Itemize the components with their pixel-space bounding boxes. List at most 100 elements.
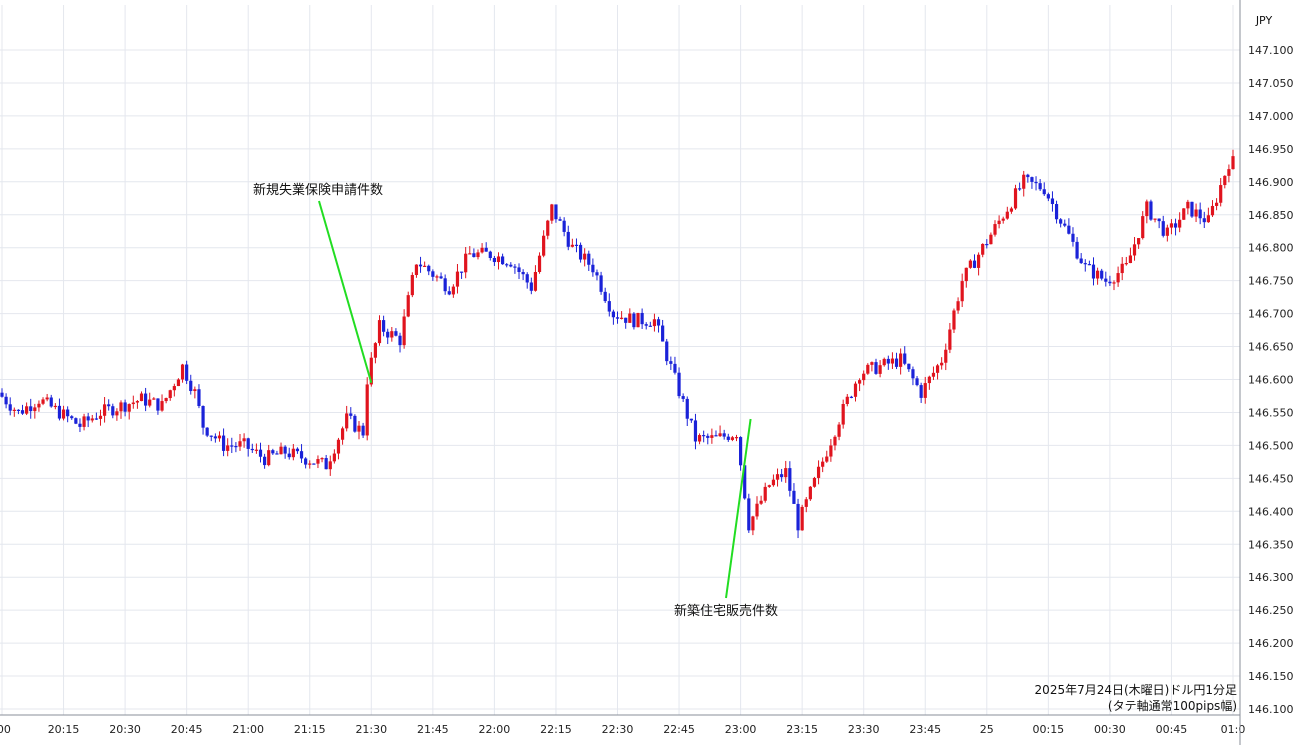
candle bbox=[566, 225, 570, 251]
candle-body bbox=[480, 247, 484, 253]
candle bbox=[1112, 280, 1116, 291]
candle bbox=[1198, 202, 1202, 225]
candle-body bbox=[1231, 156, 1235, 170]
candle-body bbox=[993, 224, 997, 235]
candle-body bbox=[435, 276, 439, 278]
candle-body bbox=[607, 301, 611, 312]
candle-body bbox=[33, 407, 37, 412]
candle bbox=[587, 250, 591, 272]
candle-body bbox=[648, 325, 652, 327]
candle bbox=[394, 328, 398, 337]
candle bbox=[283, 445, 287, 459]
candle-body bbox=[603, 291, 607, 302]
candle-body bbox=[525, 274, 529, 283]
candle bbox=[484, 242, 488, 252]
candle bbox=[780, 468, 784, 482]
candle-body bbox=[1013, 188, 1018, 209]
candle bbox=[615, 311, 620, 324]
candle bbox=[439, 272, 443, 280]
candle-body bbox=[587, 253, 591, 265]
candle-body bbox=[484, 247, 488, 252]
candle-body bbox=[578, 244, 583, 260]
candle bbox=[230, 437, 234, 454]
y-tick-label: 147.000 bbox=[1248, 110, 1294, 123]
candle bbox=[414, 264, 419, 278]
y-tick-label: 146.150 bbox=[1248, 670, 1294, 683]
candle bbox=[964, 267, 968, 288]
candle-body bbox=[718, 433, 722, 437]
candle-body bbox=[299, 451, 304, 459]
candle bbox=[550, 203, 554, 224]
candle bbox=[427, 264, 431, 276]
candle-body bbox=[402, 316, 406, 346]
candle-body bbox=[152, 398, 156, 400]
candle bbox=[45, 393, 49, 402]
candle bbox=[1206, 207, 1210, 223]
candle-body bbox=[464, 253, 468, 273]
y-tick-label: 146.100 bbox=[1248, 703, 1294, 716]
candle-body bbox=[940, 362, 944, 366]
candle-body bbox=[964, 267, 968, 282]
candle bbox=[829, 438, 833, 462]
candle bbox=[923, 376, 927, 404]
x-tick-label: 22:15 bbox=[540, 723, 572, 736]
candle-body bbox=[127, 404, 131, 412]
candle bbox=[324, 454, 328, 470]
y-tick-label: 147.050 bbox=[1248, 77, 1294, 90]
candle-body bbox=[755, 503, 759, 517]
candle-body bbox=[952, 310, 956, 330]
candle-body bbox=[148, 399, 152, 406]
candle bbox=[899, 348, 903, 375]
candle-body bbox=[1030, 177, 1034, 182]
candle-body bbox=[537, 255, 542, 272]
candle-body bbox=[209, 435, 213, 437]
candle-body bbox=[16, 409, 21, 411]
candle-body bbox=[800, 506, 804, 531]
candle bbox=[226, 438, 230, 457]
candle bbox=[845, 393, 849, 407]
candle bbox=[357, 421, 361, 440]
candle-body bbox=[49, 397, 53, 407]
candle bbox=[70, 415, 74, 420]
candle-body bbox=[972, 260, 977, 268]
candle-body bbox=[1001, 218, 1005, 221]
candle-body bbox=[386, 331, 390, 338]
candle bbox=[767, 484, 771, 488]
candle-body bbox=[673, 363, 677, 373]
candle bbox=[1091, 257, 1096, 286]
candle bbox=[435, 274, 439, 282]
y-tick-label: 147.100 bbox=[1248, 44, 1294, 57]
candle bbox=[775, 468, 780, 487]
x-tick-label: 22:30 bbox=[602, 723, 634, 736]
candle bbox=[1141, 211, 1145, 240]
candle-body bbox=[706, 435, 710, 438]
candle-body bbox=[349, 413, 353, 416]
candle bbox=[238, 434, 242, 451]
candle-body bbox=[1210, 205, 1215, 216]
candle-body bbox=[156, 398, 160, 411]
candle-body bbox=[1042, 189, 1046, 195]
candle-body bbox=[849, 396, 853, 398]
candle-body bbox=[82, 416, 86, 427]
candle bbox=[131, 395, 135, 409]
candle bbox=[1030, 176, 1034, 189]
candle bbox=[1190, 201, 1194, 218]
candle-body bbox=[669, 361, 673, 364]
candle-body bbox=[283, 446, 287, 454]
candle-body bbox=[164, 398, 168, 402]
candle-body bbox=[221, 435, 226, 451]
candle bbox=[948, 322, 952, 354]
candle-body bbox=[439, 276, 443, 279]
y-tick-label: 146.700 bbox=[1248, 308, 1294, 321]
candle bbox=[254, 443, 259, 454]
candle bbox=[730, 435, 734, 442]
candle-body bbox=[517, 267, 521, 273]
candle-body bbox=[131, 402, 135, 405]
candle bbox=[513, 264, 517, 274]
candle bbox=[291, 443, 295, 461]
candle bbox=[180, 363, 185, 383]
candle bbox=[1178, 212, 1182, 233]
candle bbox=[509, 262, 513, 268]
candle-body bbox=[1120, 263, 1124, 274]
